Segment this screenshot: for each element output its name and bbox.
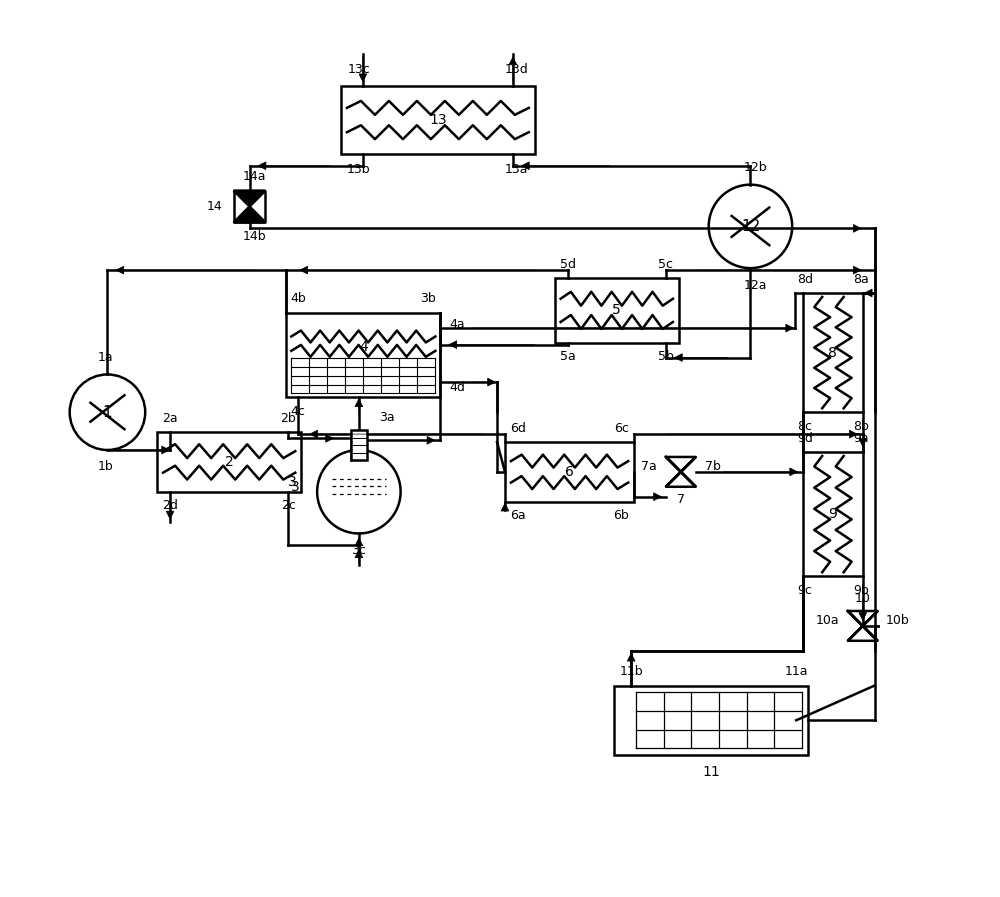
Text: 1b: 1b bbox=[98, 460, 113, 474]
Text: 8a: 8a bbox=[853, 273, 869, 285]
Bar bbox=[351, 431, 367, 460]
Text: 6c: 6c bbox=[614, 422, 629, 435]
Text: 11a: 11a bbox=[784, 665, 808, 678]
Text: 5d: 5d bbox=[560, 257, 576, 271]
Circle shape bbox=[317, 450, 401, 534]
Text: 10: 10 bbox=[855, 591, 871, 605]
Text: 9: 9 bbox=[828, 507, 837, 521]
Text: 8b: 8b bbox=[853, 420, 869, 432]
Text: 9b: 9b bbox=[853, 584, 869, 597]
Text: 6b: 6b bbox=[613, 509, 629, 522]
Text: 2a: 2a bbox=[162, 412, 178, 424]
Text: 6: 6 bbox=[565, 465, 574, 479]
Bar bbox=[803, 293, 863, 413]
Bar bbox=[555, 278, 679, 343]
Text: 13d: 13d bbox=[505, 63, 529, 76]
Text: 12b: 12b bbox=[744, 161, 767, 174]
Text: 13c: 13c bbox=[348, 63, 370, 76]
Text: 3b: 3b bbox=[421, 292, 436, 306]
Text: 10b: 10b bbox=[886, 614, 909, 627]
Text: 2: 2 bbox=[225, 455, 234, 469]
Polygon shape bbox=[848, 611, 878, 640]
Bar bbox=[286, 313, 440, 397]
Text: 1a: 1a bbox=[98, 351, 113, 364]
Text: 2b: 2b bbox=[280, 412, 296, 424]
Text: 11b: 11b bbox=[619, 665, 643, 678]
Text: 8c: 8c bbox=[798, 420, 813, 432]
Text: 5: 5 bbox=[612, 303, 621, 318]
Polygon shape bbox=[666, 457, 696, 487]
Text: 11: 11 bbox=[702, 765, 720, 779]
Polygon shape bbox=[234, 190, 265, 206]
Text: 2d: 2d bbox=[162, 499, 178, 512]
Text: 7a: 7a bbox=[641, 460, 657, 474]
Text: 5b: 5b bbox=[658, 350, 674, 363]
Text: 14b: 14b bbox=[243, 230, 266, 243]
Text: 7: 7 bbox=[677, 493, 685, 506]
Polygon shape bbox=[666, 457, 696, 487]
Text: 3: 3 bbox=[288, 475, 297, 489]
Text: 1: 1 bbox=[103, 405, 112, 420]
Bar bbox=[505, 442, 634, 501]
Bar bbox=[614, 685, 808, 755]
Text: 4c: 4c bbox=[291, 405, 306, 418]
Polygon shape bbox=[848, 611, 878, 640]
Text: 6a: 6a bbox=[510, 509, 526, 522]
Text: 14a: 14a bbox=[243, 170, 266, 183]
Text: 3a: 3a bbox=[379, 411, 395, 424]
Bar bbox=[341, 86, 535, 154]
Bar bbox=[157, 432, 301, 492]
Bar bbox=[803, 452, 863, 576]
Polygon shape bbox=[234, 206, 265, 222]
Text: 4a: 4a bbox=[449, 318, 465, 331]
Text: 9d: 9d bbox=[797, 431, 813, 445]
Text: 2c: 2c bbox=[281, 499, 296, 512]
Text: 13: 13 bbox=[429, 113, 447, 127]
Text: 14: 14 bbox=[207, 200, 223, 213]
Text: 5c: 5c bbox=[658, 257, 673, 271]
Text: 4: 4 bbox=[359, 340, 368, 354]
Circle shape bbox=[709, 185, 792, 268]
Text: 10a: 10a bbox=[816, 614, 840, 627]
Text: 8d: 8d bbox=[797, 273, 813, 285]
Text: 5a: 5a bbox=[560, 350, 575, 363]
Text: 12: 12 bbox=[741, 219, 760, 234]
Text: 13a: 13a bbox=[505, 163, 529, 176]
Text: 9c: 9c bbox=[798, 584, 813, 597]
Text: 8: 8 bbox=[828, 345, 837, 360]
Text: 13b: 13b bbox=[347, 163, 371, 176]
Text: 4d: 4d bbox=[449, 381, 465, 394]
Text: 3c: 3c bbox=[351, 544, 366, 557]
Text: 12a: 12a bbox=[744, 279, 767, 292]
Text: 7b: 7b bbox=[705, 460, 721, 474]
Circle shape bbox=[70, 374, 145, 450]
Text: 4b: 4b bbox=[290, 292, 306, 306]
Text: 9a: 9a bbox=[853, 431, 869, 445]
Text: 6d: 6d bbox=[510, 422, 526, 435]
Text: 3: 3 bbox=[291, 480, 300, 493]
